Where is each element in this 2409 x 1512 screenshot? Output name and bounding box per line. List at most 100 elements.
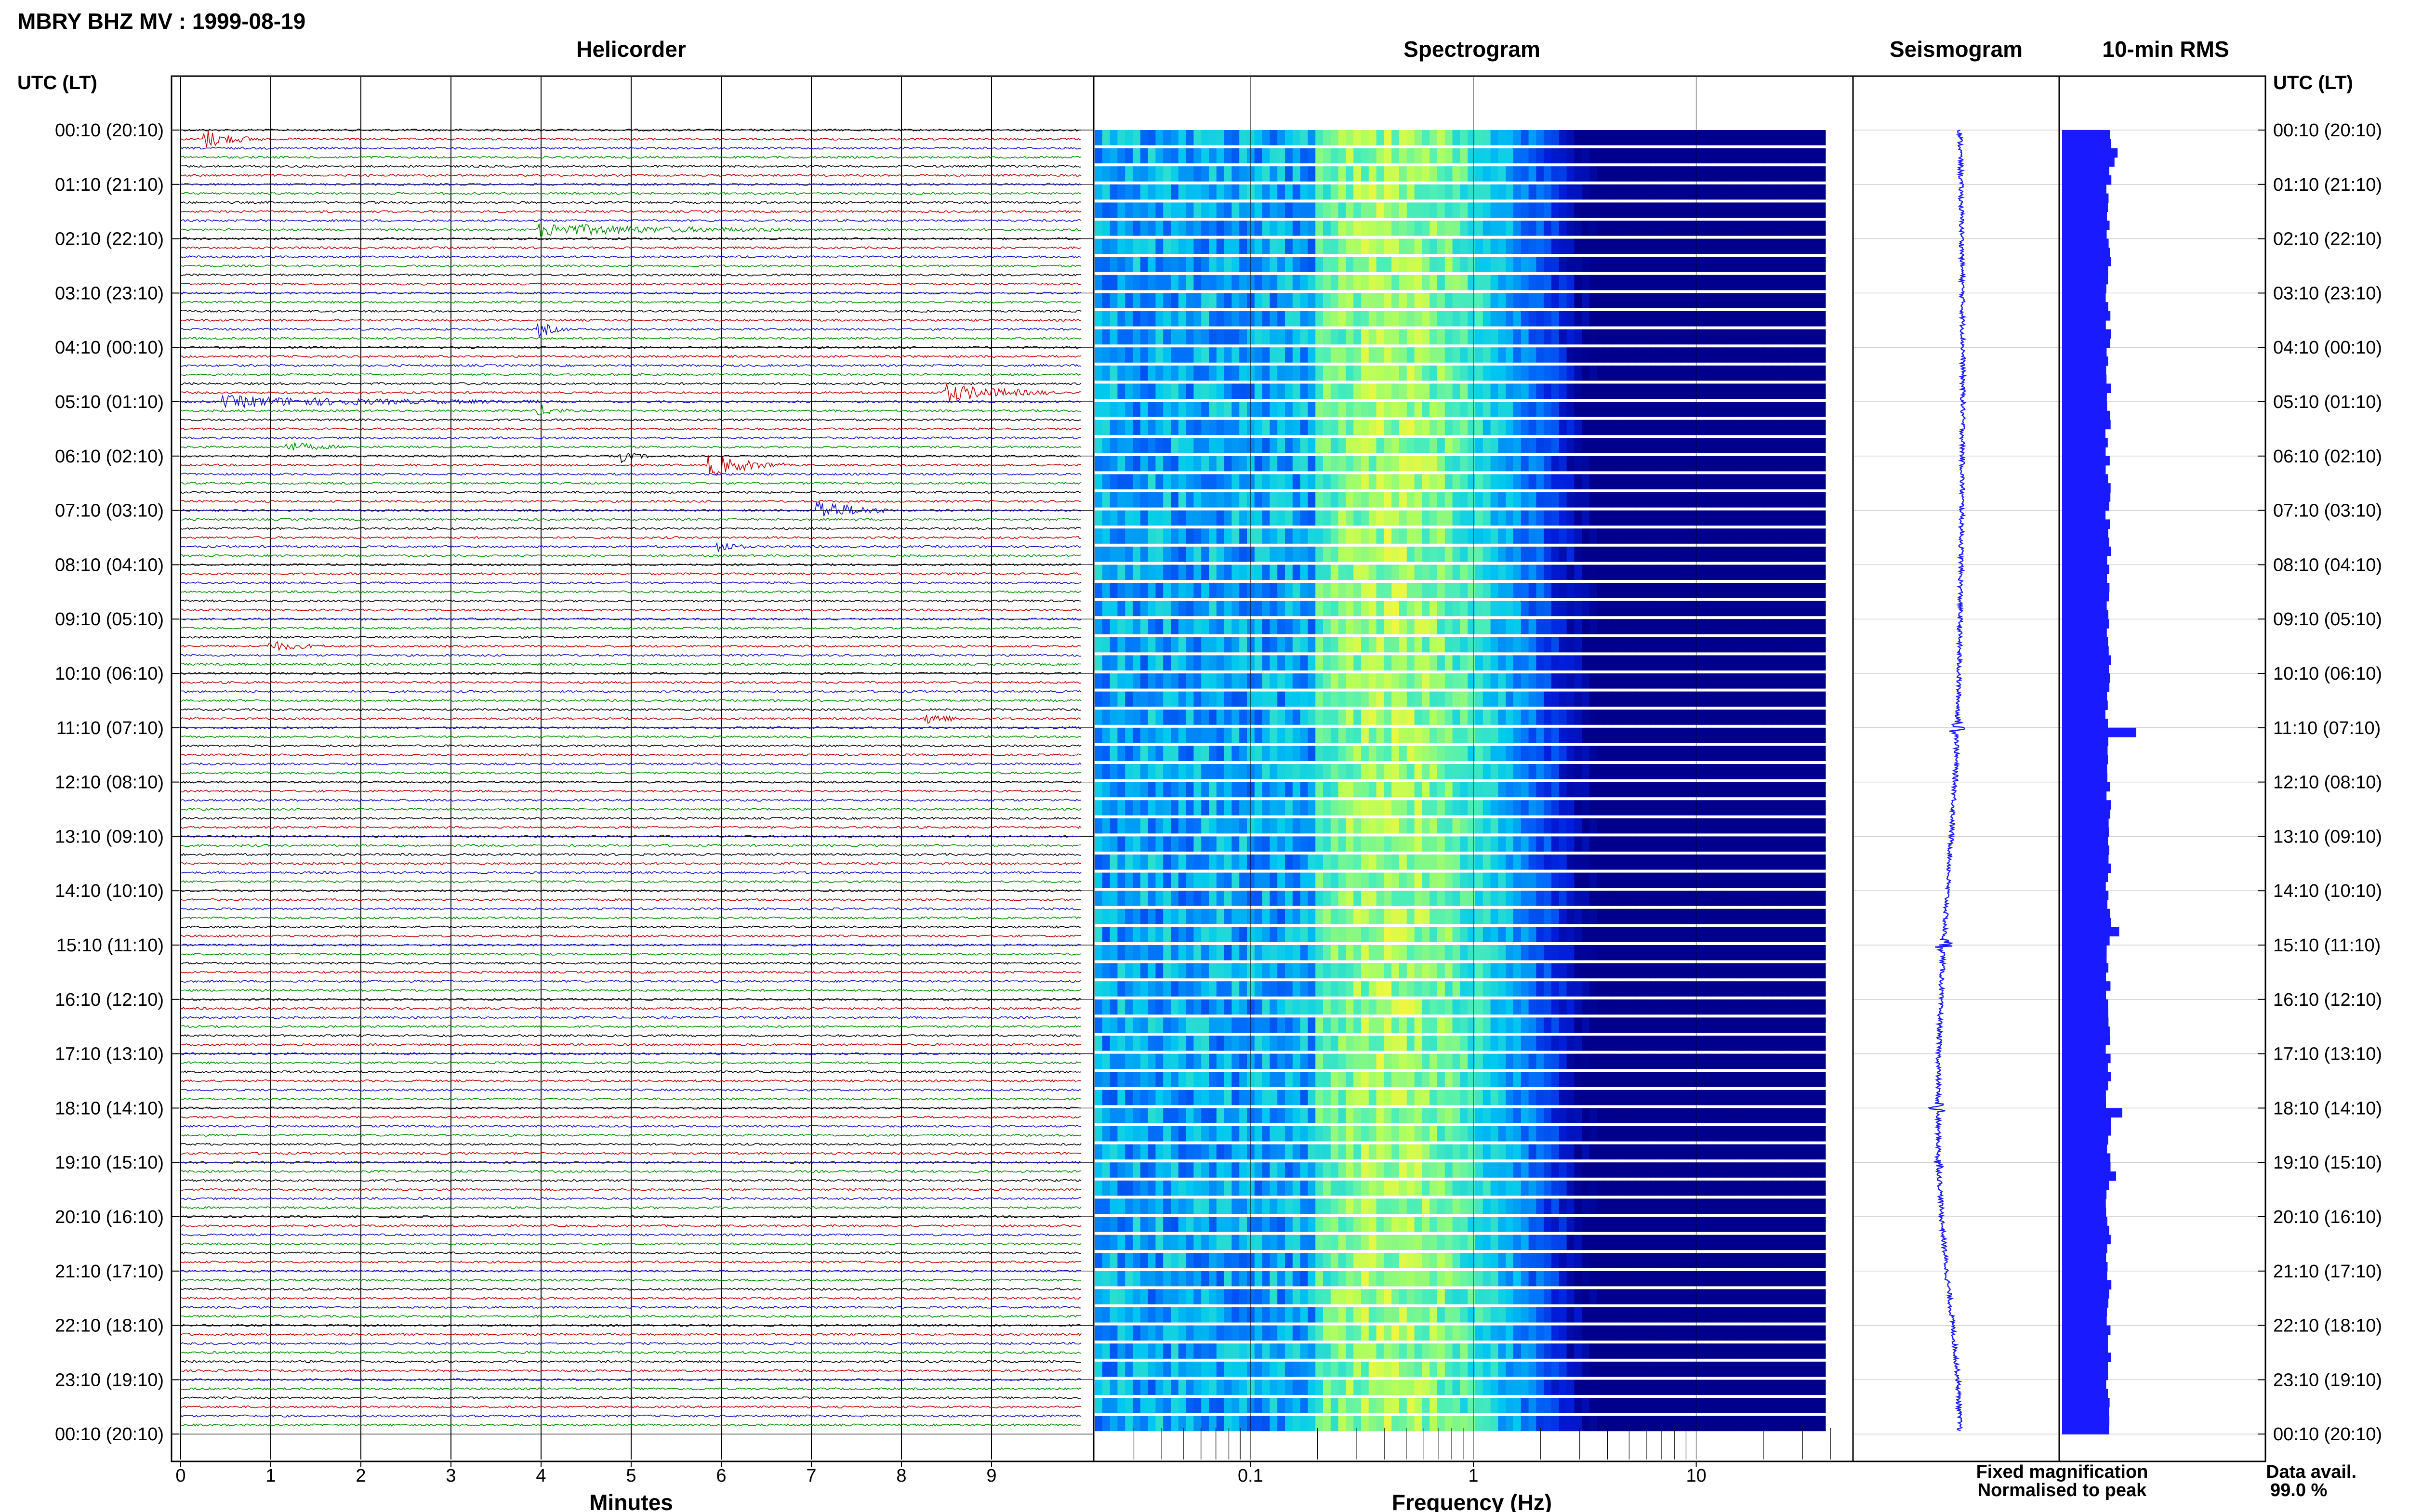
spectrogram-cell — [1323, 510, 1331, 526]
spectrogram-cell — [1155, 945, 1164, 960]
spectrogram-cell — [1490, 637, 1498, 653]
spectrogram-cell — [1209, 945, 1217, 960]
spectrogram-cell — [1117, 872, 1125, 888]
spectrogram-cell — [1391, 818, 1400, 834]
spectrogram-cell — [1749, 855, 1758, 870]
spectrogram-cell — [1117, 311, 1125, 327]
spectrogram-cell — [1780, 963, 1788, 979]
spectrogram-cell — [1711, 655, 1720, 671]
spectrogram-cell — [1444, 528, 1453, 544]
spectrogram-cell — [1628, 184, 1636, 200]
spectrogram-cell — [1239, 546, 1247, 562]
spectrogram-cell — [1490, 963, 1498, 979]
spectrogram-cell — [1323, 438, 1331, 453]
spectrogram-cell — [1650, 329, 1658, 345]
spectrogram-row — [1095, 872, 1826, 888]
spectrogram-cell — [1544, 365, 1552, 381]
spectrogram-row — [1095, 746, 1826, 761]
spectrogram-cell — [1490, 836, 1498, 852]
spectrogram-cell — [1681, 202, 1689, 218]
spectrogram-cell — [1444, 420, 1453, 435]
spectrogram-cell — [1452, 1036, 1460, 1051]
spectrogram-row — [1095, 673, 1826, 689]
spectrogram-cell — [1642, 438, 1651, 453]
spectrogram-cell — [1209, 583, 1217, 598]
spectrogram-cell — [1323, 184, 1331, 200]
spectrogram-cell — [1574, 474, 1582, 489]
spectrogram-cell — [1764, 238, 1773, 254]
spectrogram-cell — [1490, 782, 1498, 798]
spectrogram-cell — [1399, 1053, 1407, 1069]
spectrogram-cell — [1559, 619, 1567, 634]
spectrogram-cell — [1452, 365, 1460, 381]
spectrogram-cell — [1482, 456, 1491, 472]
spectrogram-cell — [1810, 1017, 1818, 1033]
spectrogram-cell — [1757, 565, 1765, 580]
spectrogram-cell — [1095, 782, 1103, 798]
spectrogram-cell — [1604, 221, 1613, 236]
spectrogram-cell — [1711, 148, 1720, 164]
spectrogram-cell — [1628, 655, 1636, 671]
spectrogram-cell — [1193, 637, 1202, 653]
spectrogram-cell — [1818, 800, 1826, 815]
spectrogram-cell — [1193, 347, 1202, 363]
spectrogram-cell — [1650, 583, 1658, 598]
spectrogram-cell — [1315, 764, 1324, 779]
spectrogram-cell — [1125, 836, 1133, 852]
spectrogram-cell — [1704, 818, 1712, 834]
spectrogram-cell — [1239, 673, 1247, 689]
spectrogram-cell — [1818, 710, 1826, 725]
spectrogram-cell — [1742, 891, 1750, 906]
spectrogram-cell — [1551, 438, 1560, 453]
spectrogram-cell — [1688, 800, 1696, 815]
spectrogram-cell — [1430, 293, 1438, 308]
spectrogram-cell — [1133, 492, 1141, 508]
spectrogram-cell — [1681, 221, 1689, 236]
spectrogram-cell — [1795, 782, 1803, 798]
spectrogram-cell — [1780, 474, 1788, 489]
spectrogram-cell — [1536, 329, 1544, 345]
spectrogram-cell — [1133, 257, 1141, 272]
spectrogram-cell — [1734, 655, 1742, 671]
spectrogram-cell — [1452, 420, 1460, 435]
spectrogram-cell — [1171, 655, 1179, 671]
spectrogram-cell — [1696, 492, 1704, 508]
spectrogram-cell — [1391, 908, 1400, 924]
spectrogram-cell — [1406, 202, 1415, 218]
spectrogram-cell — [1490, 673, 1498, 689]
spectrogram-cell — [1254, 855, 1263, 870]
spectrogram-cell — [1688, 764, 1696, 779]
spectrogram-cell — [1780, 438, 1788, 453]
spectrogram-cell — [1681, 673, 1689, 689]
spectrogram-cell — [1681, 746, 1689, 761]
spectrogram-cell — [1787, 746, 1796, 761]
spectrogram-cell — [1818, 474, 1826, 489]
spectrogram-cell — [1148, 782, 1156, 798]
spectrogram-cell — [1460, 438, 1468, 453]
spectrogram-cell — [1604, 782, 1613, 798]
spectrogram-cell — [1726, 999, 1734, 1015]
spectrogram-cell — [1330, 764, 1339, 779]
spectrogram-cell — [1787, 782, 1796, 798]
spectrogram-cell — [1163, 981, 1171, 997]
spectrogram-cell — [1361, 257, 1369, 272]
spectrogram-cell — [1346, 257, 1354, 272]
spectrogram-cell — [1589, 492, 1598, 508]
spectrogram-cell — [1209, 1017, 1217, 1033]
spectrogram-cell — [1330, 311, 1339, 327]
spectrogram-cell — [1666, 456, 1674, 472]
spectrogram-cell — [1308, 130, 1316, 145]
spectrogram-cell — [1612, 184, 1620, 200]
spectrogram-cell — [1323, 619, 1331, 634]
spectrogram-cell — [1300, 1036, 1308, 1051]
spectrogram-cell — [1506, 619, 1514, 634]
spectrogram-cell — [1353, 546, 1362, 562]
spectrogram-cell — [1270, 1036, 1278, 1051]
spectrogram-cell — [1110, 655, 1118, 671]
spectrogram-cell — [1704, 347, 1712, 363]
spectrogram-cell — [1673, 347, 1681, 363]
spectrogram-cell — [1468, 855, 1476, 870]
spectrogram-cell — [1742, 347, 1750, 363]
spectrogram-cell — [1559, 402, 1567, 417]
spectrogram-cell — [1681, 601, 1689, 617]
